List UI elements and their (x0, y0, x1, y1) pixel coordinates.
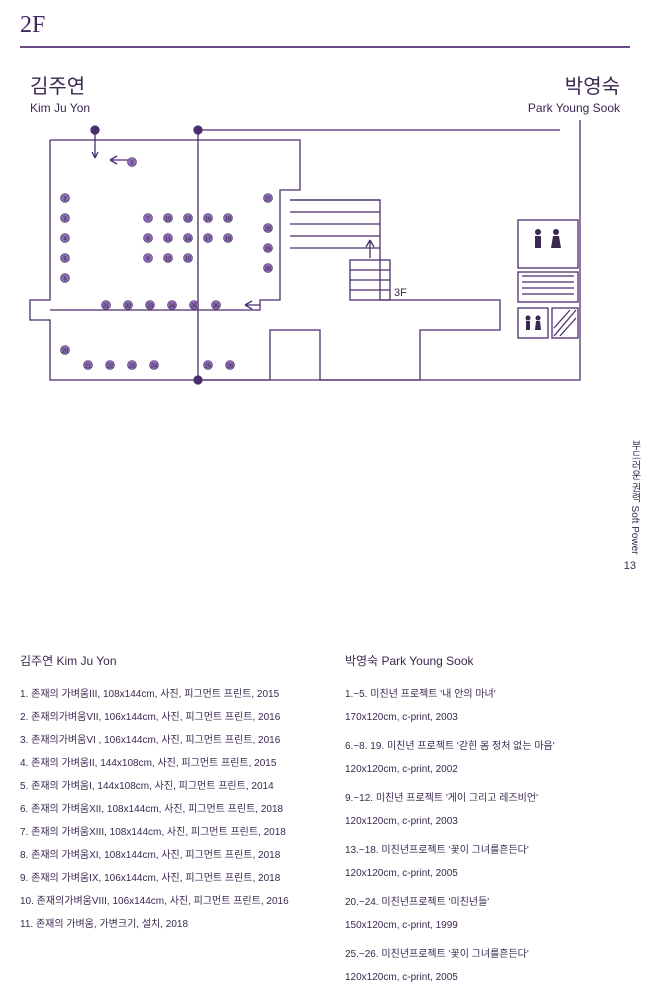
plan-dot-number: 32 (125, 303, 131, 309)
legend-item: 1.~5. 미친년 프로젝트 '내 안의 마녀' (345, 685, 630, 704)
plan-dot-number: 4 (63, 236, 66, 242)
plan-dot-number: 26 (227, 363, 233, 369)
plan-dot-number: 28 (265, 226, 271, 232)
legend-item: 6.~8. 19. 미친년 프로젝트 '갇힌 몸 정처 없는 마음' (345, 737, 630, 756)
legend-col-right: 박영숙 Park Young Sook 1.~5. 미친년 프로젝트 '내 안의… (345, 650, 630, 997)
legend-item: 3. 존재의가벼움VI , 106x144cm, 사진, 피그먼트 프린트, 2… (20, 731, 305, 750)
plan-dot-number: 30 (265, 266, 271, 272)
plan-dot-number: 1 (130, 160, 133, 166)
legend-item: 10. 존재의가벼움VIII, 106x144cm, 사진, 피그먼트 프린트,… (20, 892, 305, 911)
plan-dot-number: 27 (265, 196, 271, 202)
plan-dot-number: 2 (63, 196, 66, 202)
artist-left-kr: 김주연 (30, 70, 90, 99)
plan-dot-number: 23 (129, 363, 135, 369)
floorplan-svg: 3F 1234567891011121314151617181920212223… (20, 100, 630, 420)
legend-item: 1. 존재의 가벼움III, 108x144cm, 사진, 피그먼트 프린트, … (20, 685, 305, 704)
plan-dot-number: 18 (225, 216, 231, 222)
legend-item: 5. 존재의 가벼움I, 144x108cm, 사진, 피그먼트 프린트, 20… (20, 777, 305, 796)
plan-dot-number: 11 (165, 236, 171, 242)
legend-item: 20.~24. 미친년프로젝트 '미친년들' (345, 893, 630, 912)
plan-dot-number: 33 (147, 303, 153, 309)
plan-dot-number: 10 (165, 216, 171, 222)
artist-right-kr: 박영숙 (528, 70, 620, 99)
legend-item: 7. 존재의 가벼움XIII, 108x144cm, 사진, 피그먼트 프린트,… (20, 823, 305, 842)
plan-dot-number: 22 (107, 363, 113, 369)
side-label: 부드러운 권력 Soft Power (627, 440, 642, 554)
plan-dot-number: 36 (213, 303, 219, 309)
plan-dot-number: 29 (265, 246, 271, 252)
legend-item: 8. 존재의 가벼움XI, 108x144cm, 사진, 피그먼트 프린트, 2… (20, 846, 305, 865)
plan-dot-number: 19 (225, 236, 231, 242)
legend-item: 13.~18. 미친년프로젝트 '꽃이 그녀를흔든다' (345, 841, 630, 860)
page-number: 13 (624, 560, 636, 572)
plan-dot-number: 12 (165, 256, 171, 262)
legend-item-sub: 150x120cm, c-print, 1999 (345, 916, 630, 935)
floor-label: 2F (20, 12, 45, 39)
legend: 김주연 Kim Ju Yon 1. 존재의 가벼움III, 108x144cm,… (20, 650, 630, 997)
legend-item: 11. 존재의 가벼움, 가변크기, 설치, 2018 (20, 915, 305, 934)
plan-dot-number: 25 (205, 363, 211, 369)
plan-dot-number: 24 (151, 363, 157, 369)
plan-dot-number: 34 (169, 303, 175, 309)
legend-item: 2. 존재의가벼움VII, 106x144cm, 사진, 피그먼트 프린트, 2… (20, 708, 305, 727)
legend-item-sub: 120x120cm, c-print, 2005 (345, 864, 630, 883)
restroom-icon (526, 229, 562, 330)
plan-dot-number: 16 (205, 216, 211, 222)
legend-item: 6. 존재의 가벼움XII, 108x144cm, 사진, 피그먼트 프린트, … (20, 800, 305, 819)
plan-dot-number: 7 (146, 216, 149, 222)
divider-top (20, 46, 630, 48)
plan-dot-number: 31 (103, 303, 109, 309)
legend-item-sub: 120x120cm, c-print, 2002 (345, 760, 630, 779)
stair-label: 3F (394, 287, 407, 299)
legend-item: 25.~26. 미친년프로젝트 '꽃이 그녀를흔든다' (345, 945, 630, 964)
legend-item: 9. 존재의 가벼움IX, 106x144cm, 사진, 피그먼트 프린트, 2… (20, 869, 305, 888)
legend-col-left: 김주연 Kim Ju Yon 1. 존재의 가벼움III, 108x144cm,… (20, 650, 305, 997)
plan-dot-number: 3 (63, 216, 66, 222)
plan-dot-number: 17 (205, 236, 211, 242)
legend-item-sub: 170x120cm, c-print, 2003 (345, 708, 630, 727)
legend-head-left: 김주연 Kim Ju Yon (20, 650, 305, 673)
legend-item: 4. 존재의 가벼움II, 144x108cm, 사진, 피그먼트 프린트, 2… (20, 754, 305, 773)
plan-dot-number: 15 (185, 256, 191, 262)
legend-item-sub: 120x120cm, c-print, 2005 (345, 968, 630, 987)
plan-dot-number: 5 (63, 256, 66, 262)
plan-dot-number: 13 (185, 216, 191, 222)
plan-dot-number: 9 (146, 256, 149, 262)
plan-dot-number: 35 (191, 303, 197, 309)
legend-item: 9.~12. 미친년 프로젝트 '게이 그리고 레즈비언' (345, 789, 630, 808)
legend-item-sub: 120x120cm, c-print, 2003 (345, 812, 630, 831)
plan-dot-number: 21 (85, 363, 91, 369)
plan-dot-number: 8 (146, 236, 149, 242)
plan-dot-number: 20 (62, 348, 68, 354)
legend-head-right: 박영숙 Park Young Sook (345, 650, 630, 673)
plan-dot-number: 14 (185, 236, 191, 242)
plan-dot-number: 6 (63, 276, 66, 282)
